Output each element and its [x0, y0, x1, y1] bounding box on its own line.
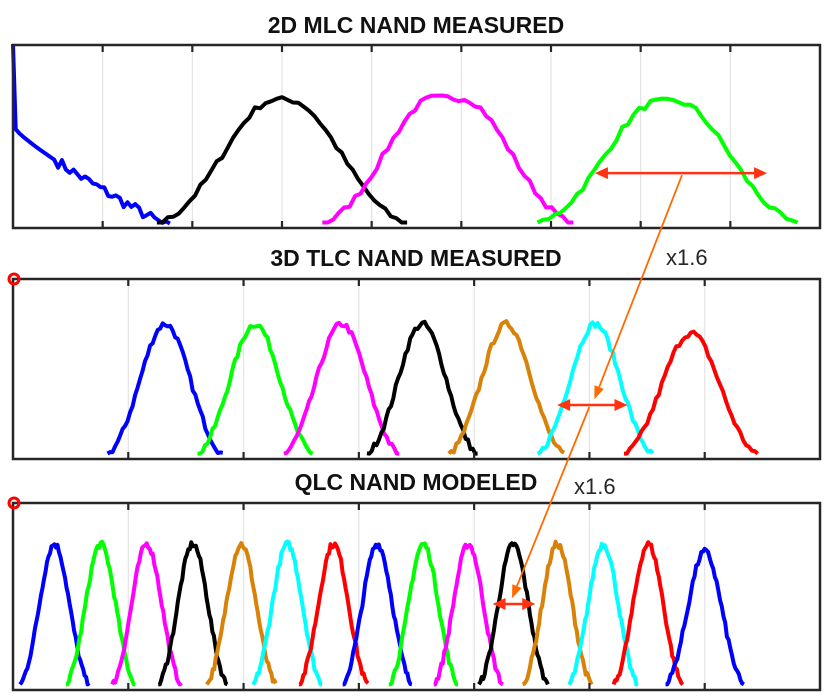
panel-3d-tlc: 3D TLC NAND MEASURED: [11, 245, 822, 461]
curve-state-3: [536, 96, 799, 225]
width-arrow: [557, 399, 628, 411]
axes-frame: [11, 277, 822, 461]
arrowhead-right: [614, 399, 628, 411]
curve-state-14: [611, 540, 685, 686]
curve-state-1: [156, 95, 408, 225]
distribution-curves: [18, 539, 745, 687]
connector-arrowhead: [512, 584, 522, 599]
curve-state-2: [65, 539, 136, 687]
curve-state-2: [197, 323, 314, 456]
curve-state-7: [298, 541, 370, 687]
arrowhead-left: [492, 597, 506, 610]
panel-2d-mlc: 2D MLC NAND MEASURED: [11, 12, 822, 230]
curve-state-6: [251, 539, 323, 687]
curve-state-6: [536, 320, 655, 456]
curve-state-15: [665, 546, 745, 687]
x-ticks: [101, 45, 732, 228]
gridlines: [127, 279, 706, 459]
curve-state-4: [366, 319, 478, 456]
arrowhead-right: [754, 167, 768, 180]
panel-title: QLC NAND MODELED: [295, 469, 538, 495]
connector-line: [597, 174, 683, 391]
arrowhead-left: [594, 167, 608, 180]
connector-line: [514, 406, 591, 590]
corner-marker: [7, 272, 21, 286]
curve-state-13: [567, 541, 639, 687]
curve-state-7: [624, 329, 760, 456]
connector-arrowhead: [594, 385, 604, 400]
panel-title: 2D MLC NAND MEASURED: [268, 12, 564, 38]
ratio-label-qlc: x1.6: [574, 474, 616, 499]
curve-state-11: [477, 541, 550, 686]
curve-state-1: [106, 321, 224, 456]
corner-marker: [7, 496, 21, 510]
x-ticks: [127, 503, 706, 690]
curve-state-8: [342, 542, 413, 687]
axes-frame: [11, 501, 822, 692]
ratio-label-tlc: x1.6: [666, 245, 708, 270]
distribution-curves: [106, 319, 760, 456]
ratio-connectors: [512, 174, 683, 599]
width-arrow: [594, 167, 768, 180]
curve-state-10: [433, 542, 504, 687]
axes-frame: [11, 43, 822, 230]
width-arrow: [492, 597, 536, 610]
distribution-curves: [11, 43, 799, 226]
arrowhead-left: [557, 399, 571, 411]
curve-state-4: [157, 540, 229, 687]
curve-state-E: [11, 43, 171, 226]
gridlines: [102, 45, 731, 228]
panel-title: 3D TLC NAND MEASURED: [270, 245, 561, 271]
x-ticks: [127, 279, 706, 459]
curve-state-5: [447, 319, 566, 456]
curve-state-12: [521, 539, 594, 687]
curve-state-1: [18, 542, 91, 687]
arrowhead-right: [522, 597, 536, 610]
curve-state-3: [283, 320, 400, 456]
curve-state-2: [322, 93, 574, 225]
curve-state-3: [110, 541, 183, 687]
curve-state-9: [388, 541, 459, 687]
panel-qlc: QLC NAND MODELED: [11, 469, 822, 692]
